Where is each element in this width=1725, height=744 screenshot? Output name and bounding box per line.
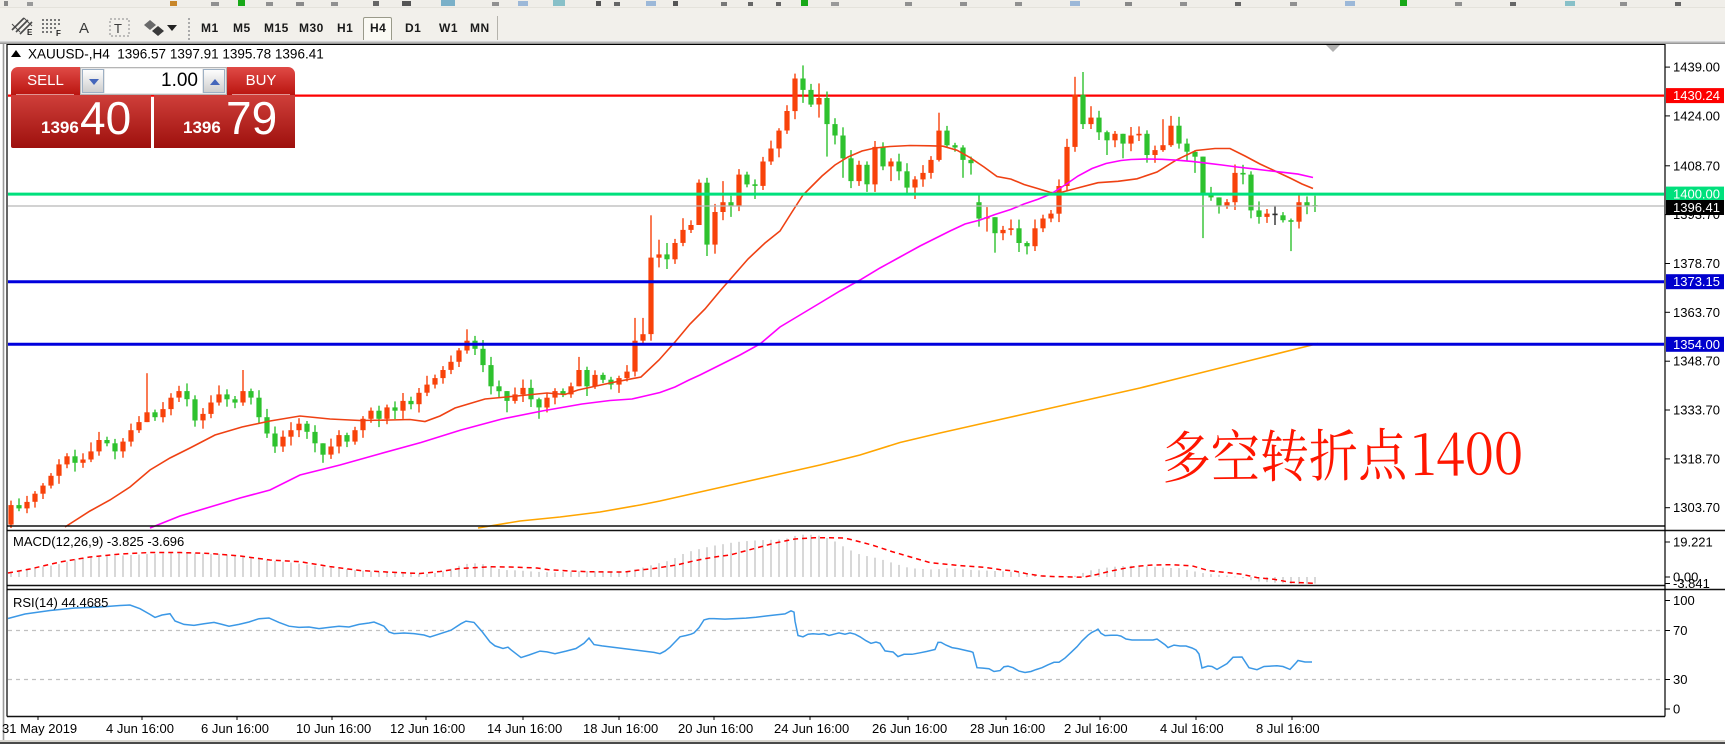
svg-text:2 Jul 16:00: 2 Jul 16:00 xyxy=(1064,721,1128,736)
svg-text:18 Jun 16:00: 18 Jun 16:00 xyxy=(583,721,658,736)
svg-text:70: 70 xyxy=(1673,623,1687,638)
svg-text:4 Jun 16:00: 4 Jun 16:00 xyxy=(106,721,174,736)
svg-text:MACD(12,26,9) -3.825 -3.696: MACD(12,26,9) -3.825 -3.696 xyxy=(13,534,184,549)
svg-text:1396.41: 1396.41 xyxy=(1673,200,1720,215)
svg-text:100: 100 xyxy=(1673,593,1695,608)
svg-text:0: 0 xyxy=(1673,702,1680,717)
svg-text:1303.70: 1303.70 xyxy=(1673,500,1720,515)
svg-text:6 Jun 16:00: 6 Jun 16:00 xyxy=(201,721,269,736)
svg-text:26 Jun 16:00: 26 Jun 16:00 xyxy=(872,721,947,736)
svg-text:10 Jun 16:00: 10 Jun 16:00 xyxy=(296,721,371,736)
svg-text:1430.24: 1430.24 xyxy=(1673,88,1720,103)
svg-text:12 Jun 16:00: 12 Jun 16:00 xyxy=(390,721,465,736)
svg-text:1408.70: 1408.70 xyxy=(1673,158,1720,173)
svg-text:F: F xyxy=(56,29,61,38)
svg-text:19.221: 19.221 xyxy=(1673,535,1713,550)
svg-text:T: T xyxy=(114,21,122,36)
svg-text:14 Jun 16:00: 14 Jun 16:00 xyxy=(487,721,562,736)
svg-text:1318.70: 1318.70 xyxy=(1673,451,1720,466)
svg-text:30: 30 xyxy=(1673,672,1687,687)
svg-text:RSI(14) 44.4685: RSI(14) 44.4685 xyxy=(13,595,108,610)
svg-text:1354.00: 1354.00 xyxy=(1673,337,1720,352)
svg-text:1378.70: 1378.70 xyxy=(1673,256,1720,271)
svg-text:A: A xyxy=(79,20,89,37)
svg-text:24 Jun 16:00: 24 Jun 16:00 xyxy=(774,721,849,736)
svg-text:1348.70: 1348.70 xyxy=(1673,354,1720,369)
svg-text:8 Jul 16:00: 8 Jul 16:00 xyxy=(1256,721,1320,736)
svg-text:-3.841: -3.841 xyxy=(1673,576,1710,591)
svg-text:0.00: 0.00 xyxy=(1673,570,1698,585)
svg-text:1363.70: 1363.70 xyxy=(1673,305,1720,320)
svg-text:1333.70: 1333.70 xyxy=(1673,403,1720,418)
svg-text:1424.00: 1424.00 xyxy=(1673,108,1720,123)
svg-text:20 Jun 16:00: 20 Jun 16:00 xyxy=(678,721,753,736)
svg-text:4 Jul 16:00: 4 Jul 16:00 xyxy=(1160,721,1224,736)
svg-text:1400.00: 1400.00 xyxy=(1673,187,1720,202)
svg-text:1439.00: 1439.00 xyxy=(1673,60,1720,75)
svg-text:XAUUSD-,H4 1396.57 1397.91 13: XAUUSD-,H4 1396.57 1397.91 1395.78 1396.… xyxy=(28,47,324,62)
svg-text:31 May 2019: 31 May 2019 xyxy=(2,721,77,736)
svg-text:E: E xyxy=(27,28,33,37)
svg-text:28 Jun 16:00: 28 Jun 16:00 xyxy=(970,721,1045,736)
svg-text:1373.15: 1373.15 xyxy=(1673,274,1720,289)
